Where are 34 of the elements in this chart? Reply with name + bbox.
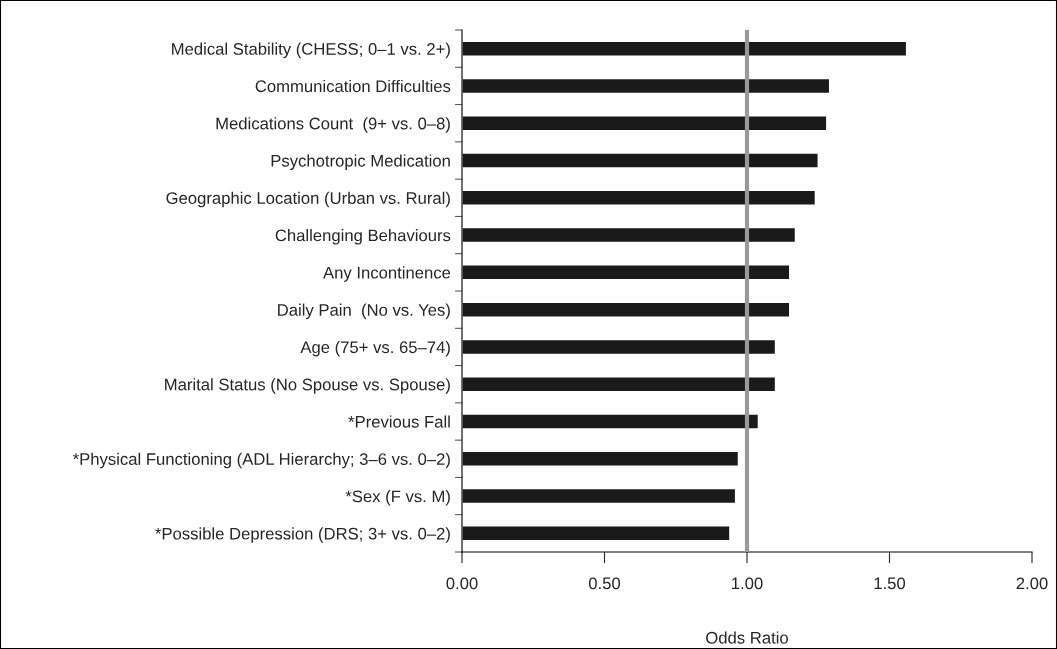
y-tick-label: Medical Stability (CHESS; 0–1 vs. 2+) — [172, 42, 450, 59]
x-tick-label: 2.00 — [1016, 577, 1048, 590]
bar — [462, 77, 831, 95]
bar — [462, 450, 740, 467]
y-tick-label: *Possible Depression (DRS; 3+ vs. 0–2) — [155, 527, 450, 543]
y-tick-label: Age (75+ vs. 65–74) — [300, 340, 450, 357]
y-tick-label: *Previous Fall — [348, 415, 450, 428]
bar — [462, 264, 791, 281]
x-tick-label: 0.50 — [588, 577, 621, 590]
y-tick-label: Psychotropic Medication — [271, 154, 450, 170]
y-tick-label: Any Incontinence — [323, 266, 451, 282]
bar — [462, 376, 777, 393]
x-tick-label: 1.00 — [732, 577, 763, 590]
bar — [462, 152, 819, 169]
bar — [462, 525, 731, 542]
bar — [462, 226, 797, 244]
y-tick-label: Challenging Behaviours — [275, 229, 451, 245]
y-tick-label: Medications Count (9+ vs. 0–8) — [216, 117, 450, 133]
y-tick-label: Daily Pain (No vs. Yes) — [278, 303, 450, 320]
y-tick-label: Geographic Location (Urban vs. Rural) — [166, 191, 450, 208]
y-tick-label: Communication Difficulties — [255, 79, 451, 93]
y-tick-label: Marital Status (No Spouse vs. Spouse) — [165, 378, 450, 394]
bar — [462, 338, 777, 356]
x-tick-label: 0.00 — [446, 577, 478, 590]
bar — [462, 40, 908, 57]
bar — [462, 115, 828, 132]
y-tick-label: *Sex (F vs. M) — [345, 490, 450, 506]
x-tick-label: 1.50 — [874, 577, 906, 590]
x-axis-title: Odds Ratio — [706, 631, 788, 644]
y-tick-label: *Physical Functioning (ADL Hierarchy; 3–6 vs. 0–2) — [72, 452, 450, 469]
bar — [462, 189, 817, 206]
bar — [462, 301, 791, 318]
bar — [462, 487, 737, 505]
bar — [462, 413, 760, 430]
